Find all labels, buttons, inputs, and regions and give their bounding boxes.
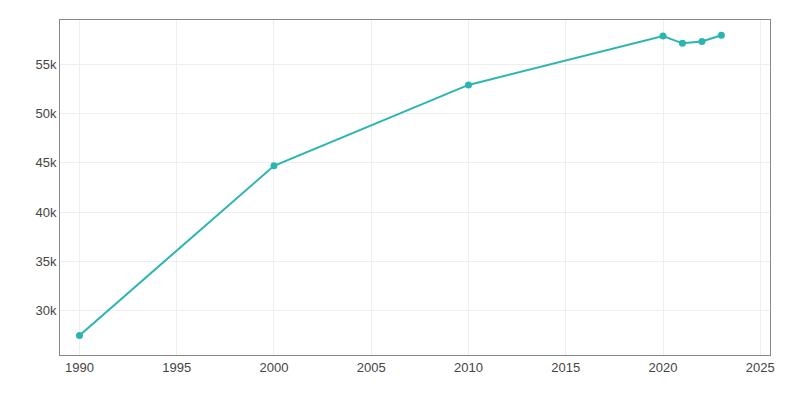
svg-text:2010: 2010 — [454, 360, 483, 375]
svg-text:30k: 30k — [35, 303, 56, 318]
svg-text:2020: 2020 — [649, 360, 678, 375]
svg-text:2005: 2005 — [357, 360, 386, 375]
svg-text:2025: 2025 — [746, 360, 775, 375]
svg-text:1990: 1990 — [65, 360, 94, 375]
svg-text:2000: 2000 — [260, 360, 289, 375]
svg-text:35k: 35k — [35, 254, 56, 269]
svg-text:2015: 2015 — [551, 360, 580, 375]
svg-text:40k: 40k — [35, 205, 56, 220]
svg-text:45k: 45k — [35, 155, 56, 170]
svg-text:1995: 1995 — [162, 360, 191, 375]
svg-text:50k: 50k — [35, 106, 56, 121]
svg-text:55k: 55k — [35, 57, 56, 72]
